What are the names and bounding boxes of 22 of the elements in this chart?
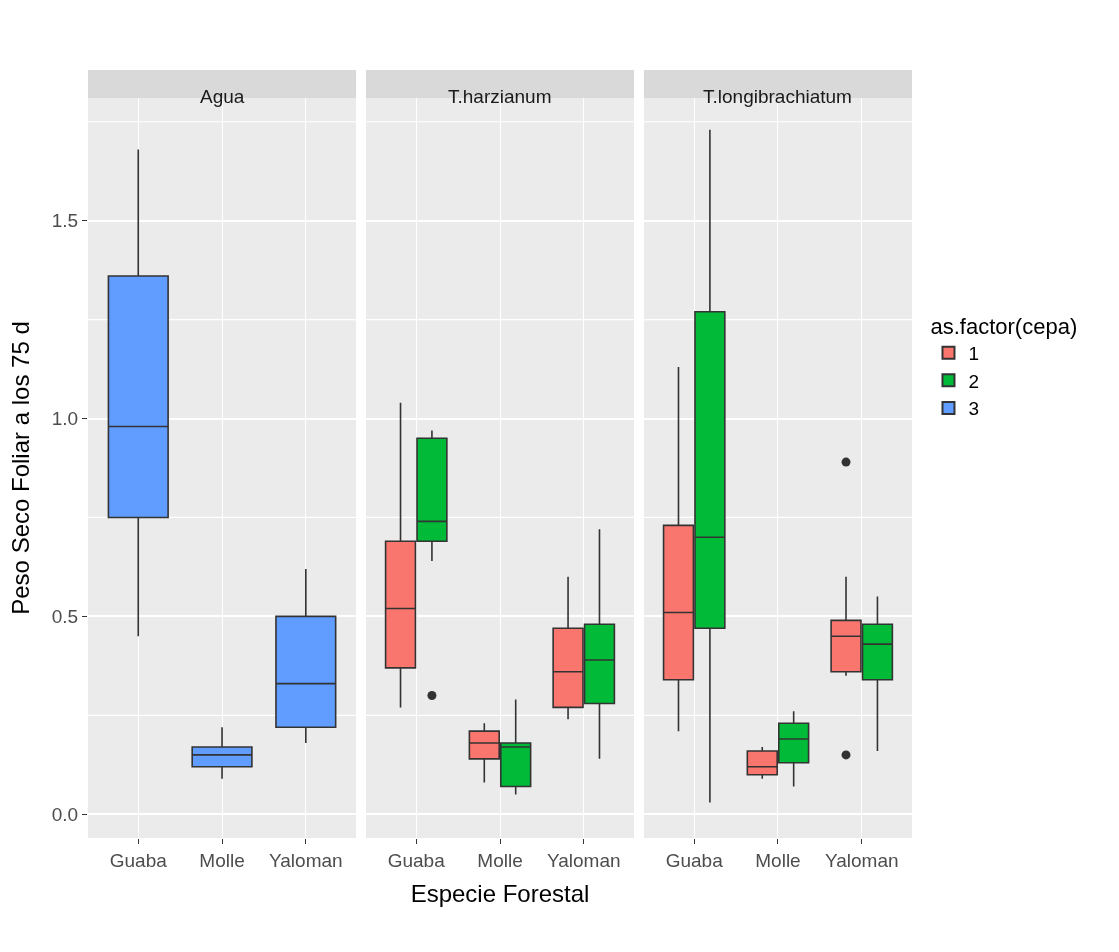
y-tick-label: 0.0 bbox=[51, 803, 79, 825]
x-tick-label: Guaba bbox=[665, 849, 724, 871]
legend-label: 3 bbox=[968, 398, 980, 420]
x-tick-label: Guaba bbox=[109, 849, 168, 871]
y-tick-label: 0.5 bbox=[51, 606, 79, 628]
x-tick-label: Guaba bbox=[387, 849, 446, 871]
x-tick-label: Molle bbox=[477, 849, 523, 871]
x-tick-label: Yaloman bbox=[269, 849, 343, 871]
x-tick-label: Molle bbox=[755, 849, 801, 871]
x-tick-label: Yaloman bbox=[546, 849, 621, 871]
legend-label: 2 bbox=[968, 370, 980, 392]
chart-title: T.longibrachiatum bbox=[703, 86, 852, 107]
y-axis-title: Peso Seco Foliar a los 75 d bbox=[6, 321, 34, 615]
chart-title: Agua bbox=[200, 86, 245, 107]
chart-title: T.harzianum bbox=[448, 86, 552, 107]
y-tick-label: 1.5 bbox=[51, 210, 79, 232]
legend-title: as.factor(cepa) bbox=[930, 313, 1078, 339]
legend-label: 1 bbox=[968, 343, 980, 365]
x-tick-label: Molle bbox=[199, 849, 245, 871]
x-axis-title: Especie Forestal bbox=[410, 880, 590, 908]
x-tick-label: Yaloman bbox=[824, 849, 899, 871]
y-tick-label: 1.0 bbox=[51, 408, 79, 430]
